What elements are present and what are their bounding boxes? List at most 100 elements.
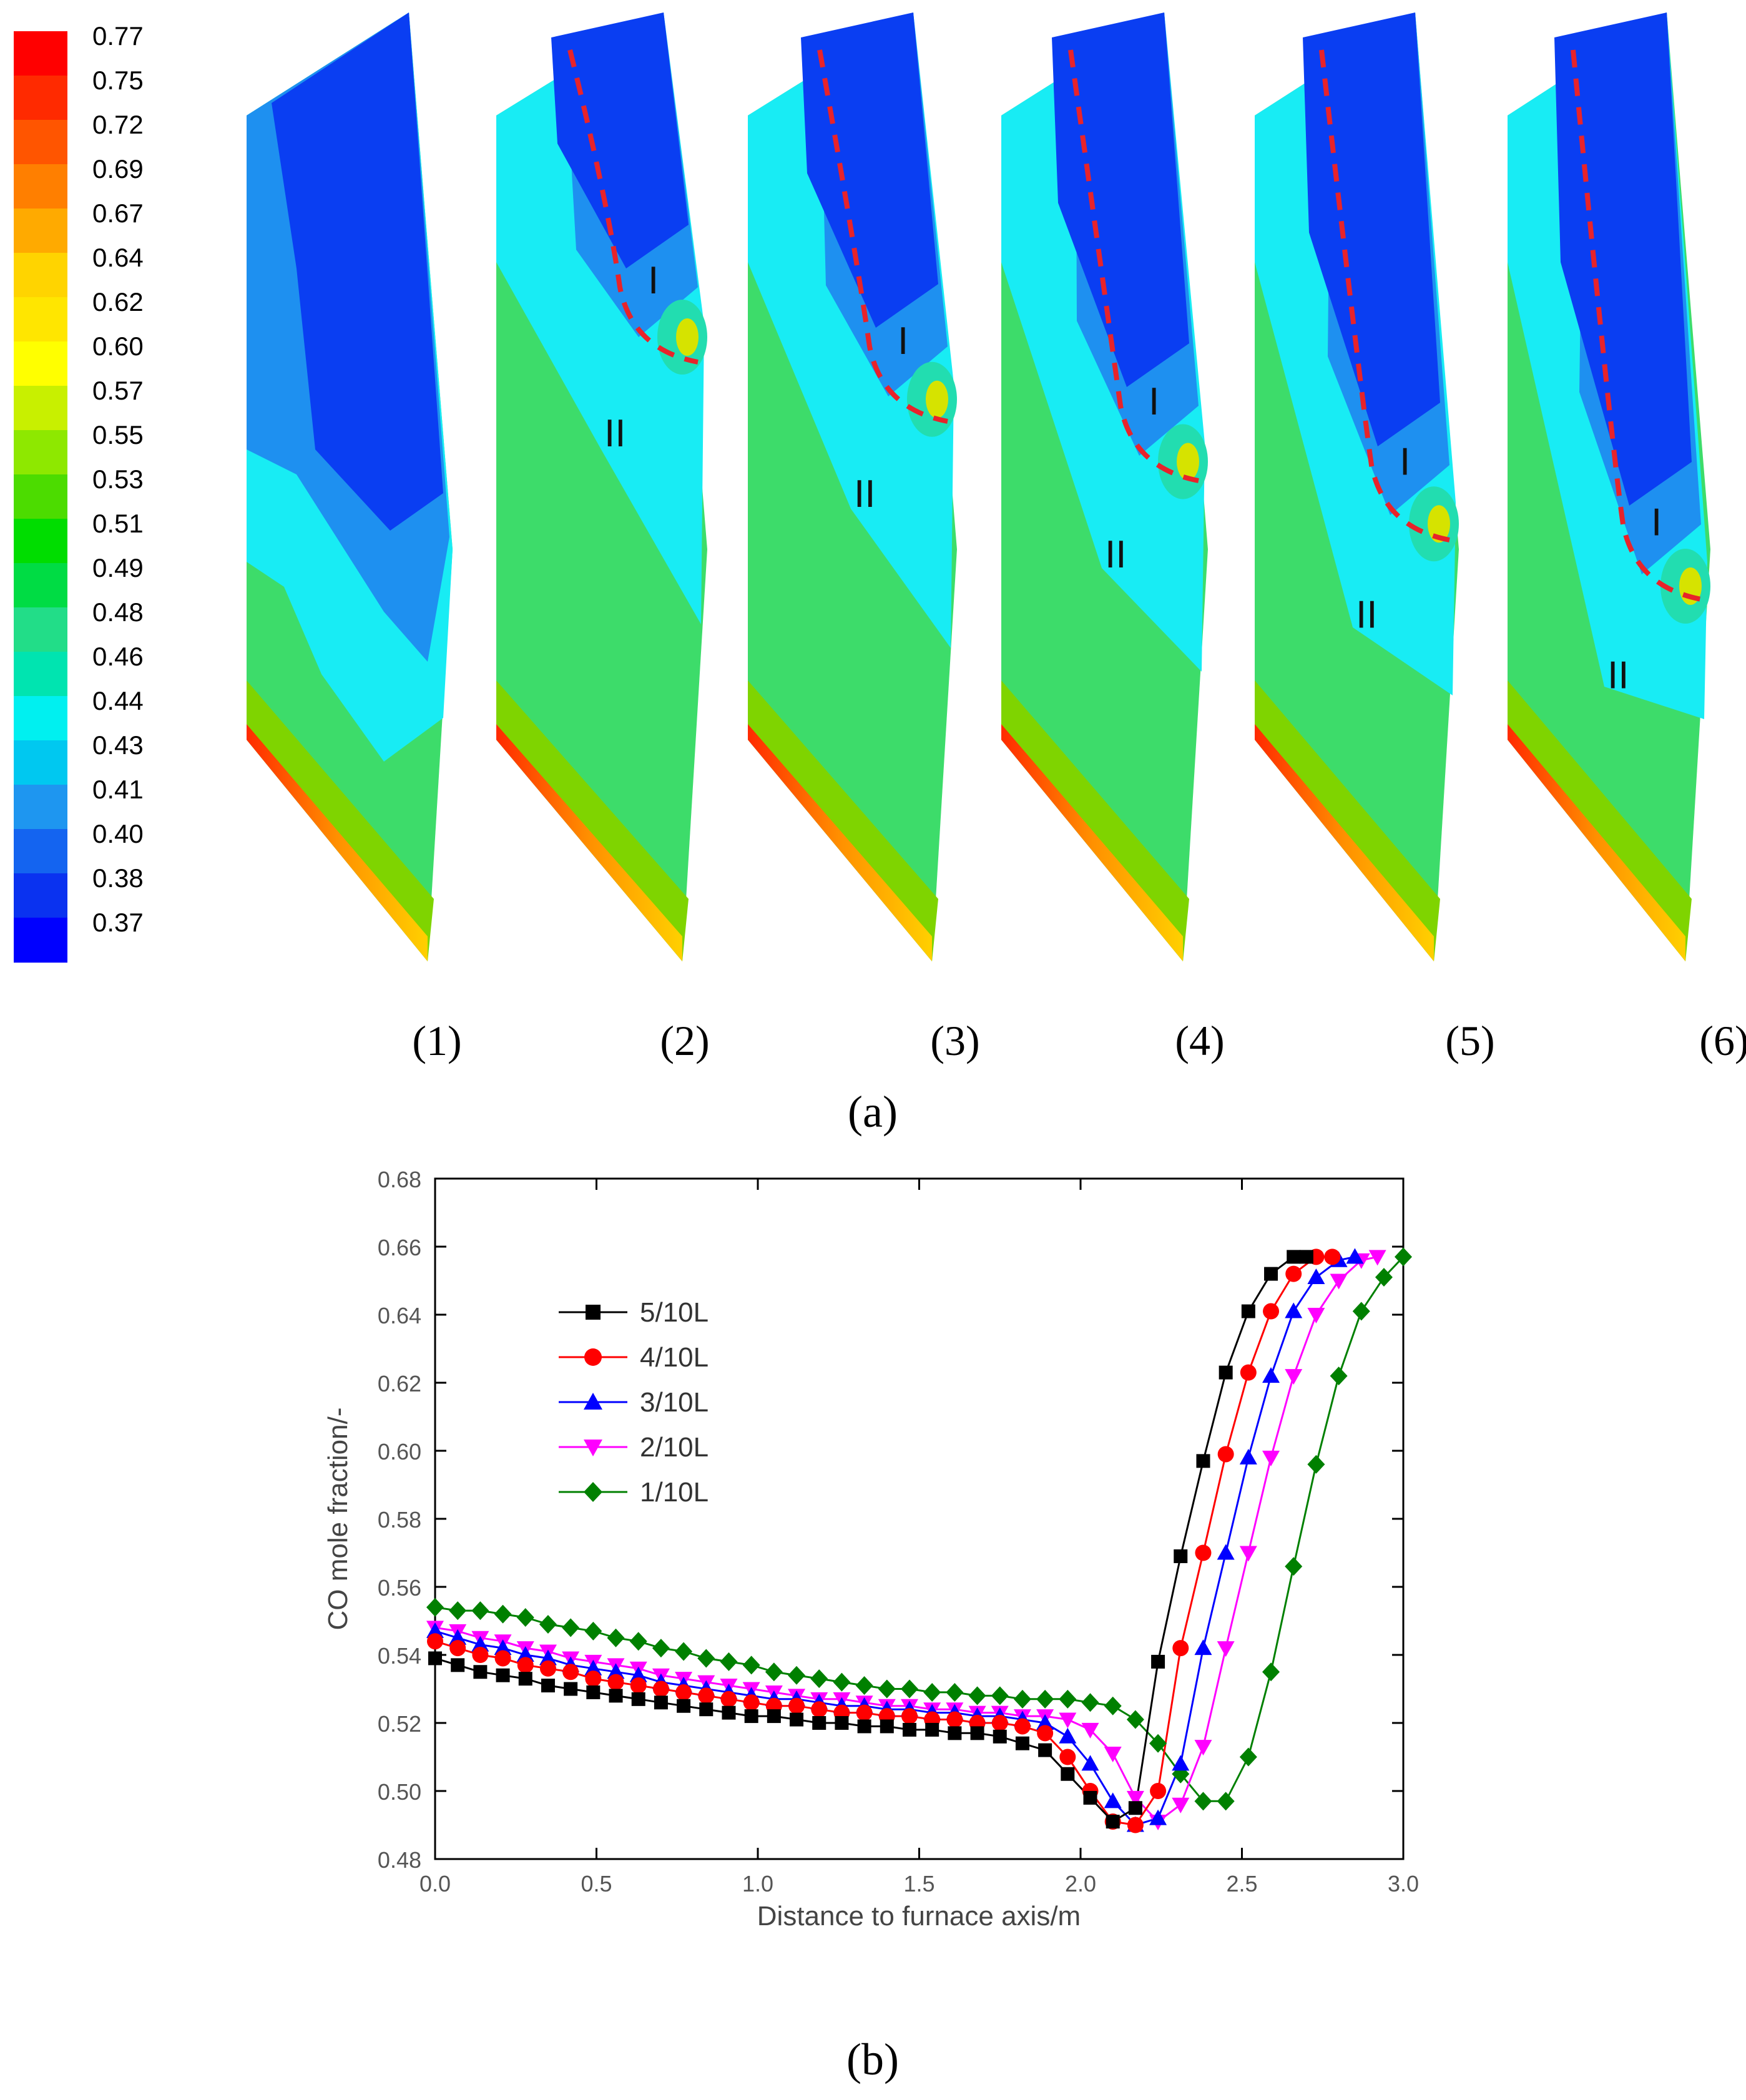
data-point-marker xyxy=(1262,1450,1280,1466)
data-point-marker xyxy=(1262,1662,1280,1682)
data-point-marker xyxy=(1263,1303,1280,1320)
data-point-marker xyxy=(609,1689,623,1703)
data-point-marker xyxy=(562,1618,580,1637)
hotspot-inner xyxy=(676,318,699,356)
data-point-marker xyxy=(1217,1446,1234,1463)
data-point-marker xyxy=(1015,1736,1029,1750)
data-point-marker xyxy=(1059,1712,1077,1729)
data-point-marker xyxy=(855,1676,873,1695)
legend-label: 1/10L xyxy=(640,1477,709,1508)
data-point-marker xyxy=(494,1650,511,1667)
panel-number-label: (2) xyxy=(660,1017,709,1064)
data-point-marker xyxy=(765,1662,783,1682)
x-axis-ticks: 0.0 0.5 1.0 1.5 2.0 2.5 3.0 xyxy=(419,1179,1419,1896)
data-point-marker xyxy=(517,1657,534,1674)
data-point-marker xyxy=(449,1601,467,1621)
data-point-marker xyxy=(1368,1250,1386,1266)
data-point-marker xyxy=(925,1722,939,1737)
data-point-marker xyxy=(790,1712,804,1727)
data-point-marker xyxy=(856,1704,873,1721)
data-point-marker xyxy=(1307,1455,1325,1474)
data-point-marker xyxy=(1299,1250,1313,1264)
region-deep xyxy=(1052,12,1189,387)
data-point-marker xyxy=(607,1674,624,1690)
data-point-marker xyxy=(1036,1714,1054,1730)
colorbar-value: 0.41 xyxy=(92,775,144,804)
data-point-marker xyxy=(946,1711,963,1728)
colorbar-value: 0.40 xyxy=(92,819,144,848)
x-axis-label: Distance to furnace axis/m xyxy=(757,1901,1081,1931)
zone-label-ii: II xyxy=(1607,654,1629,697)
data-point-marker xyxy=(788,1697,805,1714)
x-tick-label: 1.0 xyxy=(742,1871,773,1896)
zone-label-i: I xyxy=(1400,441,1410,484)
data-point-marker xyxy=(516,1646,534,1662)
data-point-marker xyxy=(1081,1755,1099,1771)
data-point-marker xyxy=(607,1663,625,1679)
data-point-marker xyxy=(426,1622,444,1638)
panel-number-label: (1) xyxy=(412,1017,461,1064)
data-point-marker xyxy=(472,1647,489,1663)
data-point-marker xyxy=(539,1649,557,1666)
colorbar-value: 0.44 xyxy=(92,686,144,715)
data-point-marker xyxy=(584,1482,602,1502)
data-point-marker xyxy=(1324,1249,1341,1265)
colorbar-swatch xyxy=(14,785,67,830)
colorbar-value: 0.49 xyxy=(92,553,144,582)
data-point-marker xyxy=(698,1687,715,1704)
panel-number-label: (4) xyxy=(1175,1017,1224,1064)
data-point-marker xyxy=(946,1682,964,1702)
contour-panel: (1) xyxy=(247,12,462,1064)
band-edge xyxy=(1508,724,1685,961)
caption-b: (b) xyxy=(846,2034,899,2084)
data-point-marker xyxy=(1038,1743,1052,1757)
data-point-marker xyxy=(1217,1641,1235,1657)
data-point-marker xyxy=(1352,1302,1370,1321)
data-point-marker xyxy=(1036,1689,1054,1709)
data-point-marker xyxy=(1346,1248,1364,1264)
colorbar-swatch xyxy=(14,873,67,918)
data-point-marker xyxy=(901,1708,918,1725)
data-point-marker xyxy=(584,1393,602,1410)
x-tick-label: 1.5 xyxy=(903,1871,934,1896)
data-point-marker xyxy=(878,1679,896,1699)
data-point-marker xyxy=(993,1729,1007,1744)
data-point-marker xyxy=(449,1629,467,1645)
data-point-marker xyxy=(1330,1366,1348,1386)
data-point-marker xyxy=(629,1666,647,1682)
data-point-marker xyxy=(1194,1740,1212,1756)
data-point-marker xyxy=(539,1614,557,1634)
colorbar-swatch xyxy=(14,918,67,963)
data-point-marker xyxy=(902,1722,916,1737)
data-point-marker xyxy=(1104,1792,1122,1808)
colorbar-swatch xyxy=(14,31,67,76)
region-deep xyxy=(1554,12,1692,506)
data-point-marker xyxy=(564,1682,578,1696)
contour-panels: (1)III(2)III(3)III(4)III(5)III(6) xyxy=(247,12,1746,1064)
data-point-marker xyxy=(1285,1369,1303,1385)
line-chart-b: 0.48 0.50 0.52 0.54 0.56 0.58 0.60 0.62 0.64 0.66… xyxy=(323,1167,1419,2084)
colorbar-swatch xyxy=(14,341,67,386)
data-point-marker xyxy=(516,1608,534,1627)
data-point-marker xyxy=(812,1716,826,1730)
colorbar-value: 0.60 xyxy=(92,331,144,361)
data-point-marker xyxy=(767,1709,781,1724)
contour-panel: III(4) xyxy=(1001,12,1225,1064)
data-point-marker xyxy=(1149,1809,1167,1825)
data-point-marker xyxy=(677,1699,691,1713)
x-tick-label: 0.5 xyxy=(581,1871,612,1896)
data-point-marker xyxy=(1059,1689,1077,1709)
data-point-marker xyxy=(923,1682,941,1702)
colorbar-swatch xyxy=(14,430,67,475)
data-point-marker xyxy=(743,1694,760,1711)
data-point-marker xyxy=(1014,1718,1031,1735)
data-point-marker xyxy=(1059,1749,1076,1765)
hotspot-inner xyxy=(1177,443,1199,481)
colorbar-swatch xyxy=(14,120,67,165)
legend-label: 2/10L xyxy=(640,1432,709,1463)
x-tick-label: 2.0 xyxy=(1065,1871,1096,1896)
zone-label-ii: II xyxy=(1105,533,1126,576)
y-axis-ticks: 0.48 0.50 0.52 0.54 0.56 0.58 0.60 0.62 0.64 0.66… xyxy=(378,1167,1403,1873)
band-edge xyxy=(1001,724,1183,961)
colorbar-swatch xyxy=(14,696,67,741)
